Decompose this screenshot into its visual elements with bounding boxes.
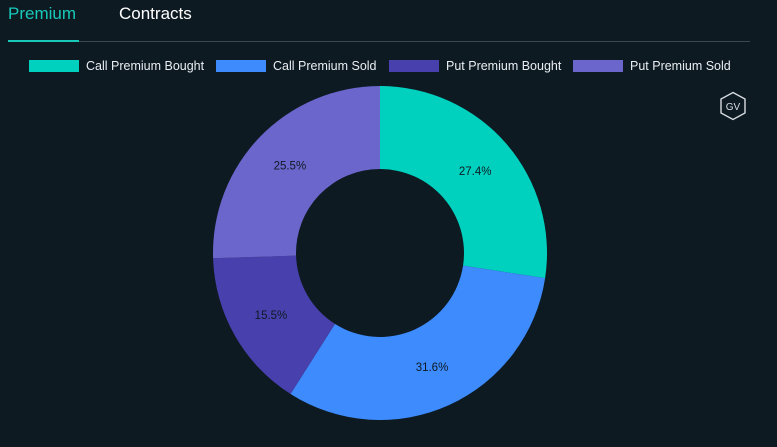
legend-swatch	[216, 60, 266, 72]
legend-label: Put Premium Sold	[630, 59, 731, 73]
tab-premium[interactable]: Premium	[8, 4, 77, 23]
slice-percent-label: 27.4%	[459, 166, 492, 178]
legend-swatch	[29, 60, 79, 72]
gv-logo: GV	[720, 91, 746, 121]
tab-bar: Premium Contracts	[0, 0, 777, 42]
legend-swatch	[389, 60, 439, 72]
active-tab-indicator	[8, 40, 79, 42]
legend-label: Put Premium Bought	[446, 59, 562, 73]
chart-legend: Call Premium Bought Call Premium Sold Pu…	[0, 58, 777, 74]
slice-percent-label: 15.5%	[255, 310, 288, 322]
logo-hexagon	[720, 91, 746, 121]
legend-label: Call Premium Bought	[86, 59, 205, 73]
legend-swatch	[573, 60, 623, 72]
tab-contracts[interactable]: Contracts	[119, 4, 192, 23]
donut-slice-call-premium-bought[interactable]	[380, 86, 547, 279]
tab-divider	[8, 41, 750, 42]
donut-slices	[212, 86, 547, 420]
legend-label: Call Premium Sold	[273, 59, 377, 73]
donut-slice-put-premium-sold[interactable]	[212, 86, 380, 259]
slice-percent-label: 31.6%	[416, 362, 449, 374]
donut-slice-put-premium-bought[interactable]	[213, 255, 335, 395]
slice-percent-label: 25.5%	[274, 161, 307, 173]
donut-slice-call-premium-sold[interactable]	[290, 265, 546, 420]
logo-text: GV	[726, 102, 741, 113]
donut-labels: 27.4% 31.6% 15.5% 25.5%	[255, 161, 492, 375]
